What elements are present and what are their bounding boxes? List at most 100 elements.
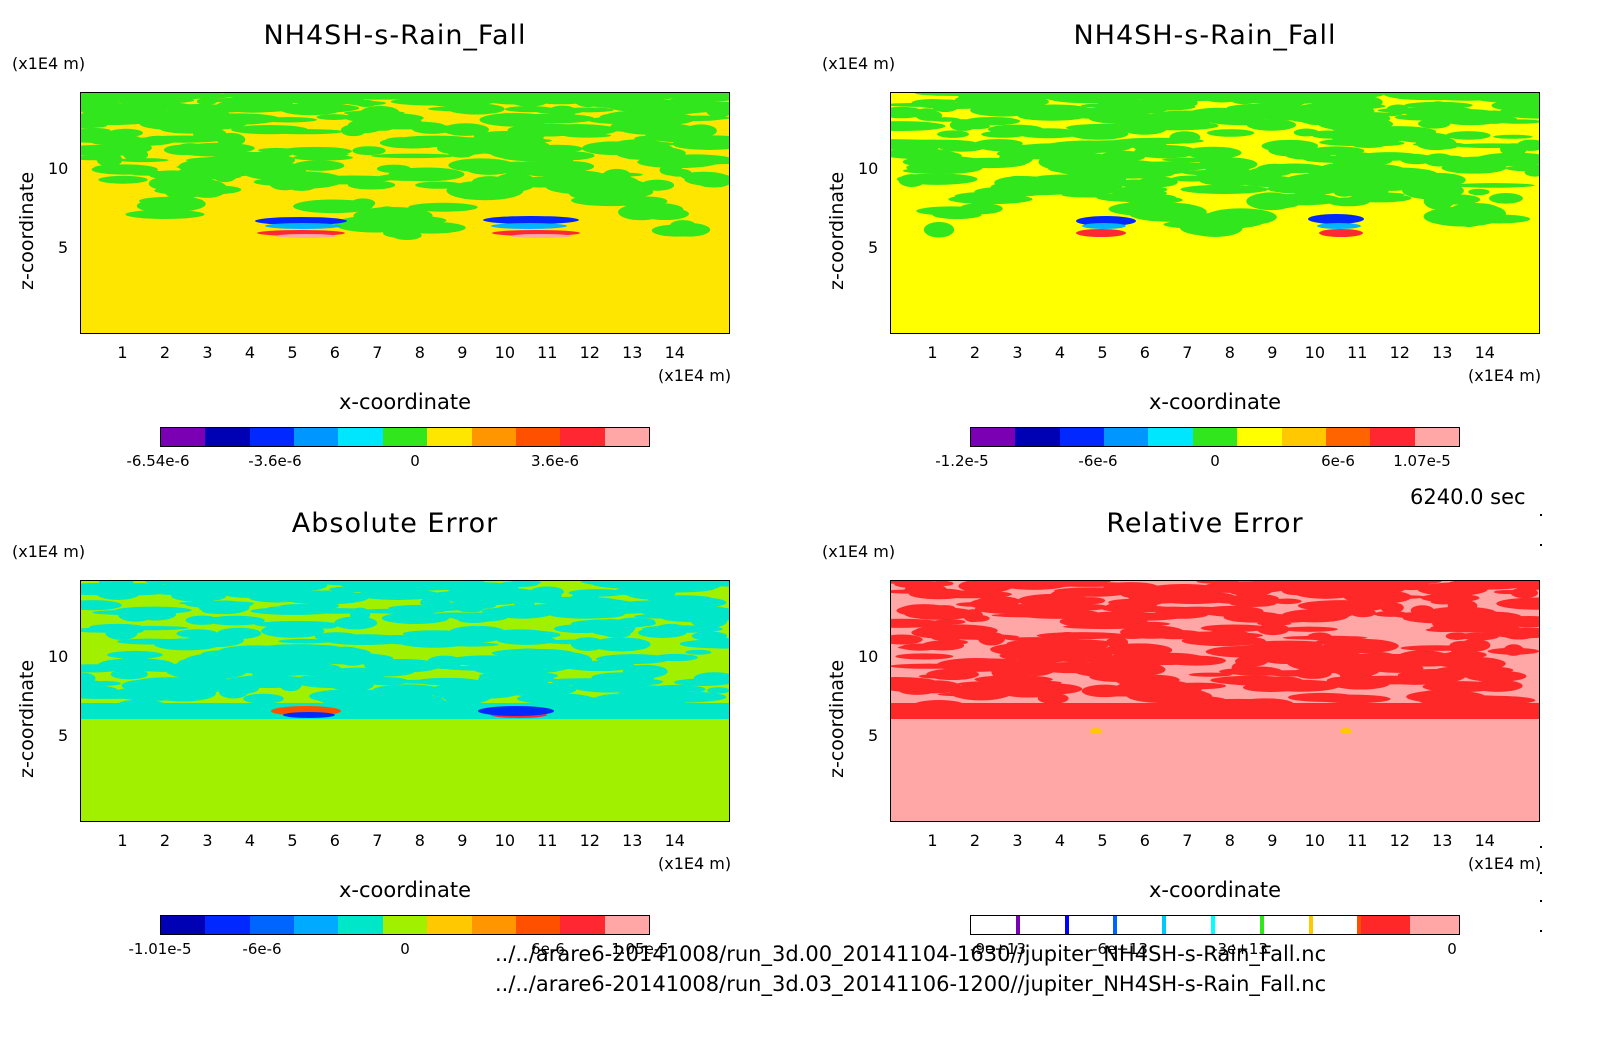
- heatmap-cell: [1319, 138, 1391, 147]
- heatmap-cell: [81, 600, 122, 611]
- heatmap-cell: [915, 624, 998, 637]
- heatmap-cell: [196, 97, 217, 105]
- heatmap-cell: [625, 141, 676, 147]
- x-tick-label: 6: [1139, 343, 1150, 362]
- heatmap-cell: [1272, 598, 1302, 605]
- y-tick-label: 5: [868, 726, 879, 745]
- heatmap-cell: [457, 605, 484, 613]
- heatmap-cell: [350, 198, 376, 209]
- colorbar-segment: [205, 916, 250, 934]
- heatmap-cell: [278, 638, 332, 644]
- heatmap-cell: [682, 599, 704, 606]
- heatmap-cell: [949, 683, 1013, 701]
- heatmap-cell: [1496, 597, 1539, 610]
- colorbar-segment: [604, 916, 649, 934]
- chart-panel-bottom-left: Absolute Error (x1E4 m) z-coordinate 5 1…: [0, 488, 790, 958]
- heatmap-cell: [1257, 623, 1290, 636]
- x-tick-label: 9: [457, 343, 468, 362]
- heatmap-cell: [1281, 586, 1310, 596]
- colorbar-segment: [1414, 428, 1459, 446]
- heatmap-cell: [136, 200, 170, 212]
- heatmap-cell: [81, 155, 117, 161]
- y-tick-label: 10: [48, 647, 69, 666]
- heatmap-cell: [894, 581, 944, 589]
- heatmap-cell: [458, 617, 490, 623]
- colorbar-label: -3.6e-6: [248, 452, 302, 470]
- heatmap-cell: [479, 112, 552, 127]
- x-tick-label: 11: [1347, 831, 1368, 850]
- heatmap-cell: [998, 151, 1034, 166]
- heatmap-cell: [1302, 176, 1336, 187]
- y-tick-label: 10: [858, 159, 879, 178]
- heatmap-cell: [1074, 125, 1098, 132]
- colorbar-segment: [294, 428, 339, 446]
- heatmap-cell: [1379, 658, 1415, 671]
- y-tick-label: 5: [58, 238, 69, 257]
- heatmap-lower-region: [891, 243, 1539, 333]
- heatmap-cell: [346, 93, 431, 99]
- heatmap-cell: [326, 667, 387, 676]
- heatmap-cell: [917, 141, 940, 152]
- colorbar-segment: [382, 916, 428, 934]
- heatmap-cell: [1357, 167, 1437, 181]
- heatmap-cell: [891, 102, 970, 107]
- heatmap-cell: [1215, 599, 1263, 604]
- heatmap-cell: [1286, 653, 1352, 671]
- colorbar-contour-line: [1308, 916, 1313, 934]
- heatmap-cell: [1240, 177, 1323, 188]
- heatmap-cell: [81, 95, 122, 100]
- heatmap-cell: [543, 160, 595, 172]
- colorbar-contour-line: [1210, 916, 1215, 934]
- heatmap-cell: [666, 96, 717, 110]
- heatmap-cell: [139, 116, 201, 130]
- heatmap-cell: [165, 660, 249, 680]
- heatmap-cell: [1293, 128, 1319, 137]
- x-tick-label: 7: [1182, 343, 1193, 362]
- heatmap-cell: [914, 99, 962, 104]
- footer-path-2: ../../arare6-20141008/run_3d.03_20141106…: [495, 972, 1327, 996]
- x-tick-label: 14: [1474, 831, 1495, 850]
- heatmap-cell: [926, 590, 1012, 599]
- heatmap-cell: [1196, 581, 1239, 584]
- heatmap-cell: [279, 103, 343, 116]
- heatmap-feature: [478, 706, 554, 716]
- heatmap-cell: [1131, 103, 1196, 111]
- heatmap-cell: [1281, 609, 1349, 623]
- heatmap-cell: [1246, 192, 1296, 211]
- heatmap-cell: [1080, 662, 1146, 675]
- heatmap-cell: [249, 660, 321, 676]
- heatmap-cell: [419, 93, 495, 99]
- x-tick-label: 13: [1432, 343, 1453, 362]
- heatmap-cell: [319, 647, 372, 660]
- heatmap-cell: [363, 660, 420, 667]
- x-unit-label: (x1E4 m): [1468, 366, 1542, 385]
- heatmap-cell: [930, 633, 963, 642]
- heatmap-cell: [898, 174, 925, 188]
- x-tick-label: 8: [1224, 343, 1235, 362]
- colorbar-segment: [471, 428, 516, 446]
- heatmap-cell: [381, 612, 449, 624]
- y-unit-label: (x1E4 m): [822, 54, 896, 73]
- heatmap-cell: [343, 110, 405, 116]
- heatmap-cell: [938, 141, 986, 152]
- x-tick-label: 13: [1432, 831, 1453, 850]
- footer-path-1: ../../arare6-20141008/run_3d.00_20141104…: [495, 942, 1327, 966]
- heatmap-cell: [998, 682, 1083, 696]
- heatmap-cell: [107, 650, 163, 659]
- decorative-dot: [1540, 846, 1542, 848]
- heatmap-cell: [1449, 644, 1477, 655]
- heatmap-lower-region: [81, 719, 729, 821]
- heatmap-cell: [140, 135, 227, 143]
- decorative-dot: [1540, 514, 1542, 516]
- heatmap-cell: [571, 619, 656, 628]
- heatmap-feature: [1082, 223, 1126, 229]
- heatmap-cell: [1080, 103, 1141, 109]
- heatmap-cell: [1226, 103, 1308, 113]
- heatmap-cell: [1245, 581, 1324, 586]
- heatmap-cell: [977, 631, 1006, 646]
- heatmap-cell: [1489, 193, 1523, 204]
- colorbar-segment: [249, 916, 295, 934]
- heatmap-cell: [185, 615, 219, 625]
- heatmap-cell: [1138, 176, 1178, 188]
- heatmap-cell: [1459, 632, 1499, 641]
